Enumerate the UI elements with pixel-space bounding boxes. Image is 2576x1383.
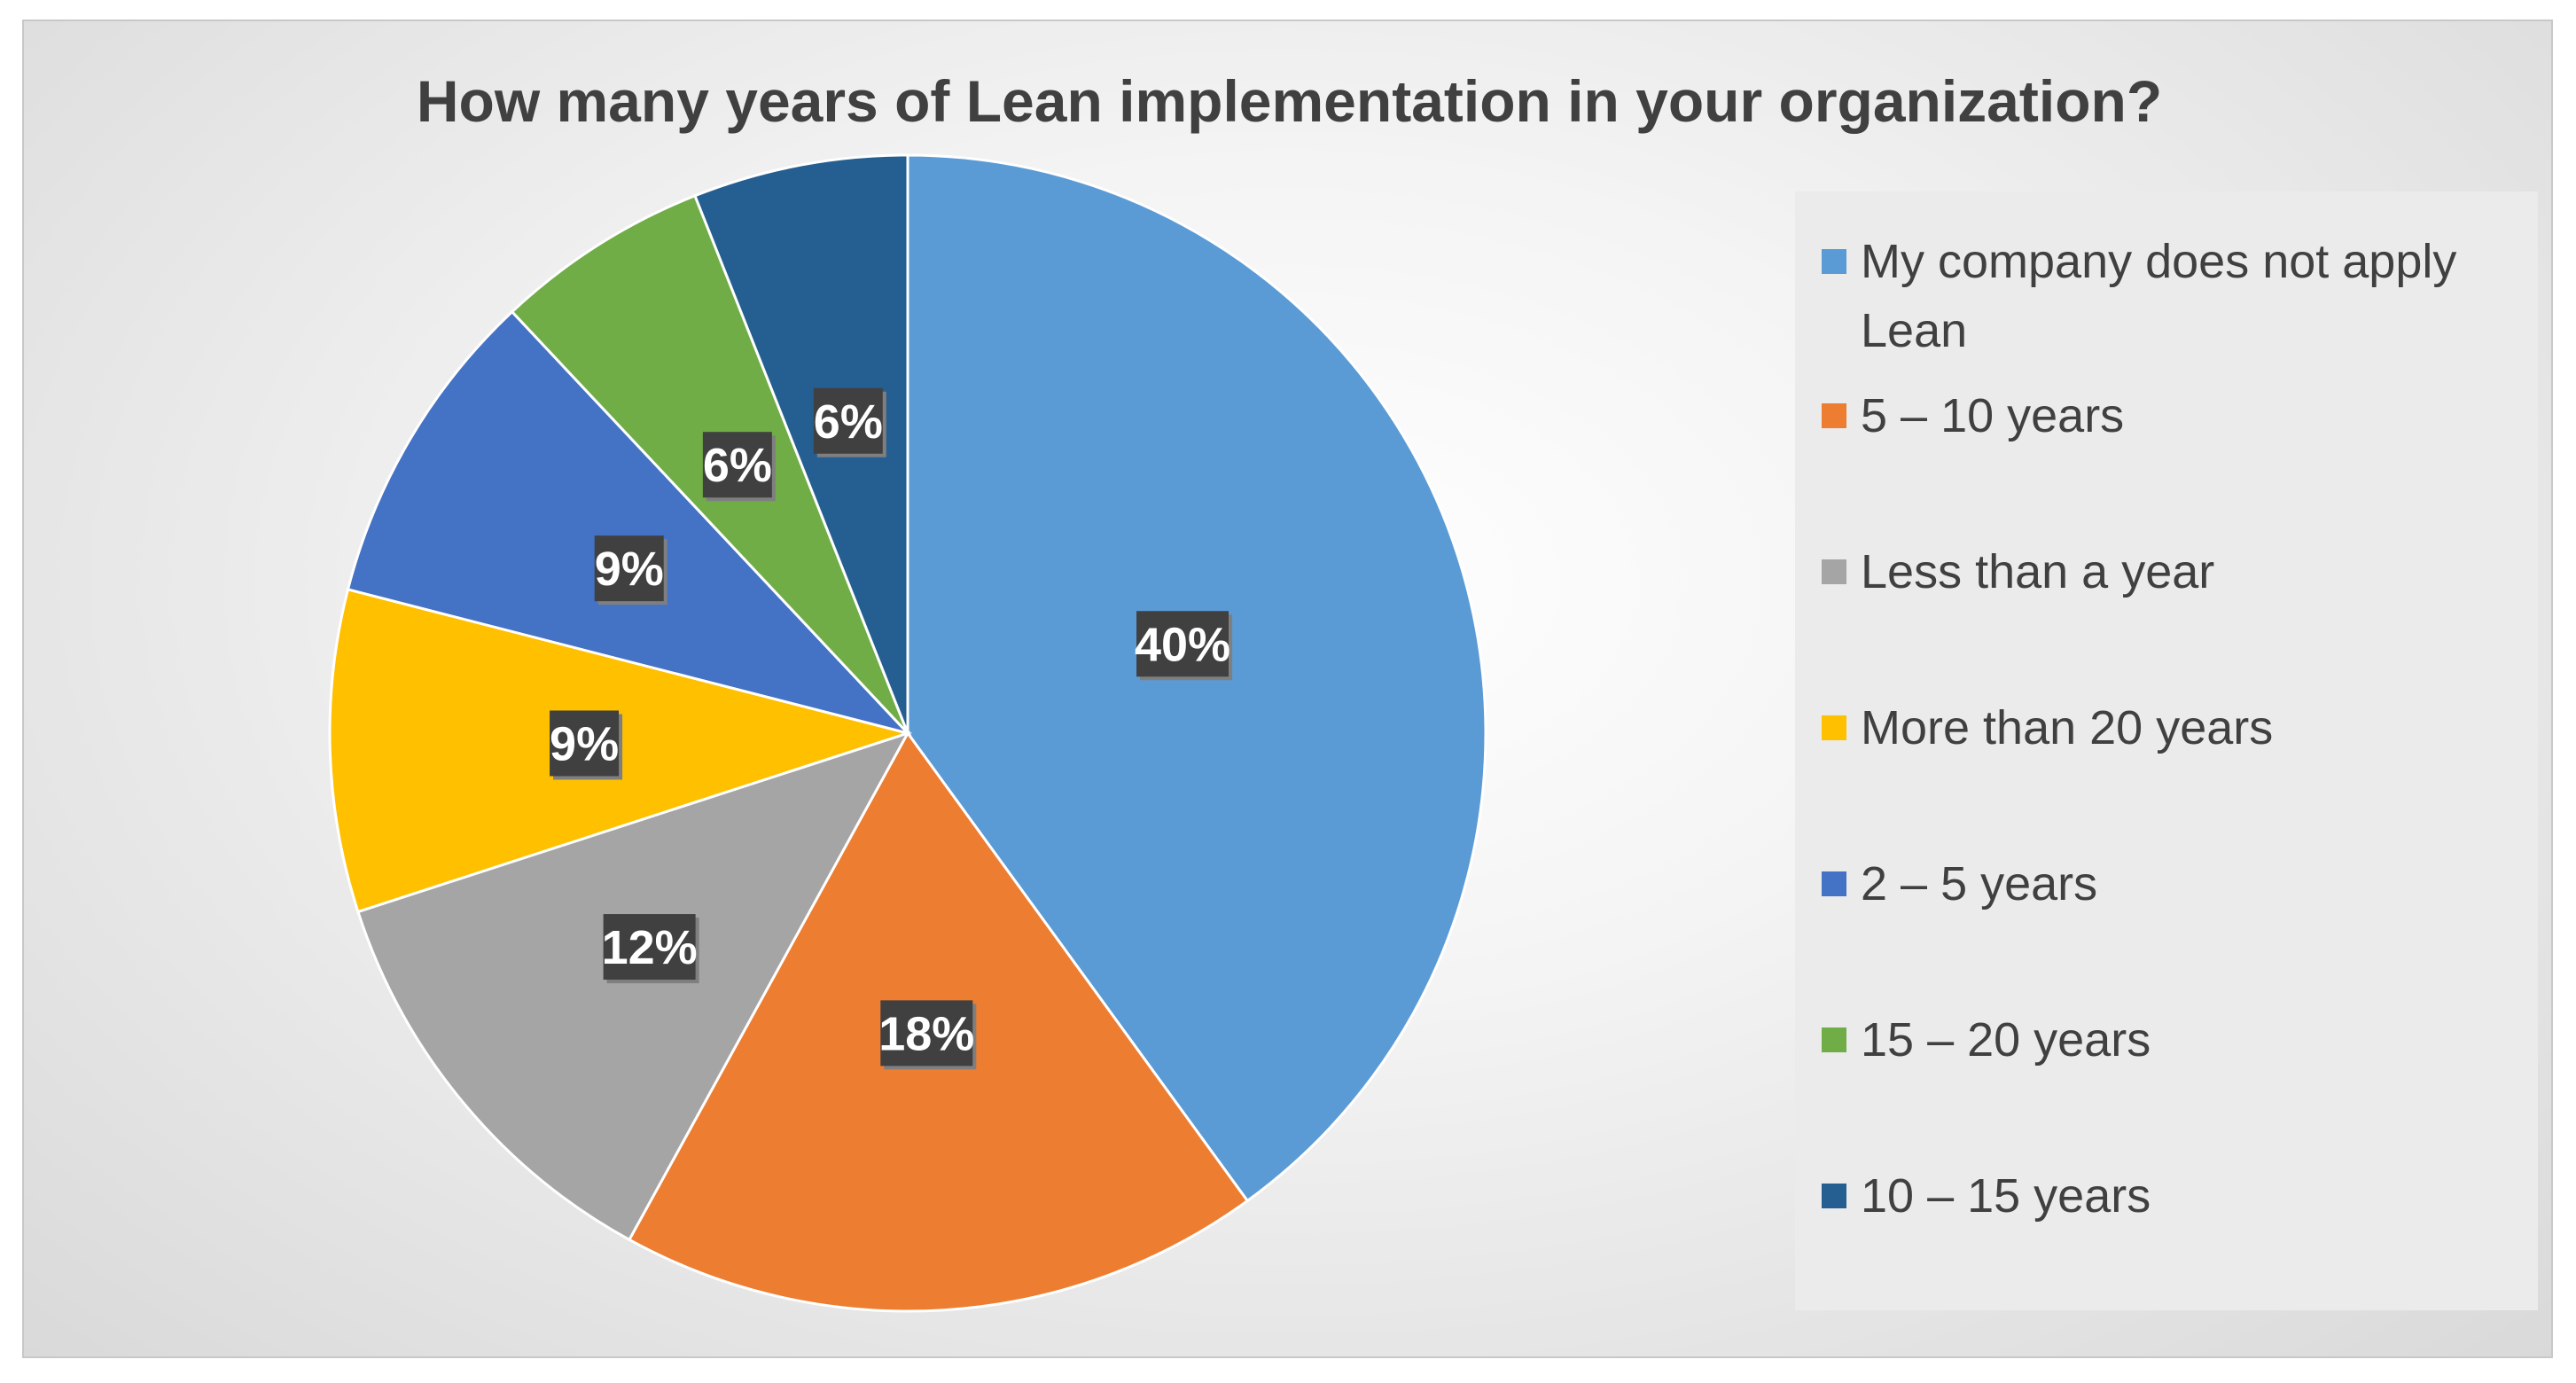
data-label-box [880,1000,973,1067]
chart-area: 40% 18% 12% 9% 9% 6% 6% How many years of Lean… [22,20,2553,1358]
legend: My company does not apply Lean 5 – 10 ye… [1795,191,2538,1310]
legend-swatch [1822,871,1846,896]
legend-label: Less than a year [1861,545,2215,598]
data-label-box [1136,611,1229,677]
data-label-15-20-years: 6% [702,432,776,502]
legend-swatch [1822,715,1846,740]
data-label-box [550,710,620,777]
pie-chart: 40% 18% 12% 9% 9% 6% 6% [328,153,1487,1313]
data-label-text: 40% [1135,618,1230,671]
data-label-2-5-years: 9% [594,535,667,606]
data-label-text: 18% [878,1007,974,1060]
legend-swatch [1822,1184,1846,1208]
data-label-text: 9% [550,717,619,770]
data-label-box [813,387,883,454]
pie-slice-less-than-a-year [356,731,911,1242]
legend-swatch [1822,1027,1846,1052]
data-label-10-15-years: 6% [813,387,886,457]
legend-label: 15 – 20 years [1861,1013,2151,1067]
legend-label: More than 20 years [1861,701,2274,754]
legend-swatch [1822,559,1846,584]
data-label-box [702,432,772,498]
pie-slice-10-15-years [693,153,909,734]
data-label-my-company-does-not-apply-lean: 40% [1135,611,1233,681]
legend-label: 2 – 5 years [1861,857,2098,910]
legend-label: My company does not apply Lean [1861,235,2457,357]
legend-swatch [1822,403,1846,428]
data-label-5-10-years: 18% [878,1000,977,1070]
legend-label: 5 – 10 years [1861,389,2125,442]
pie-slice-2-5-years [346,309,912,736]
data-label-box [594,535,664,602]
legend-swatch [1822,249,1846,274]
data-label-text: 6% [703,439,772,492]
data-label-text: 12% [602,921,698,974]
data-label-less-than-a-year: 12% [602,914,699,984]
data-label-text: 6% [814,395,883,449]
legend-label: 10 – 15 years [1861,1169,2151,1223]
data-label-text: 9% [595,543,664,596]
data-label-more-than-20-years: 9% [550,710,623,780]
chart-title: How many years of Lean implementation in… [416,68,2163,134]
data-label-box [603,914,696,981]
